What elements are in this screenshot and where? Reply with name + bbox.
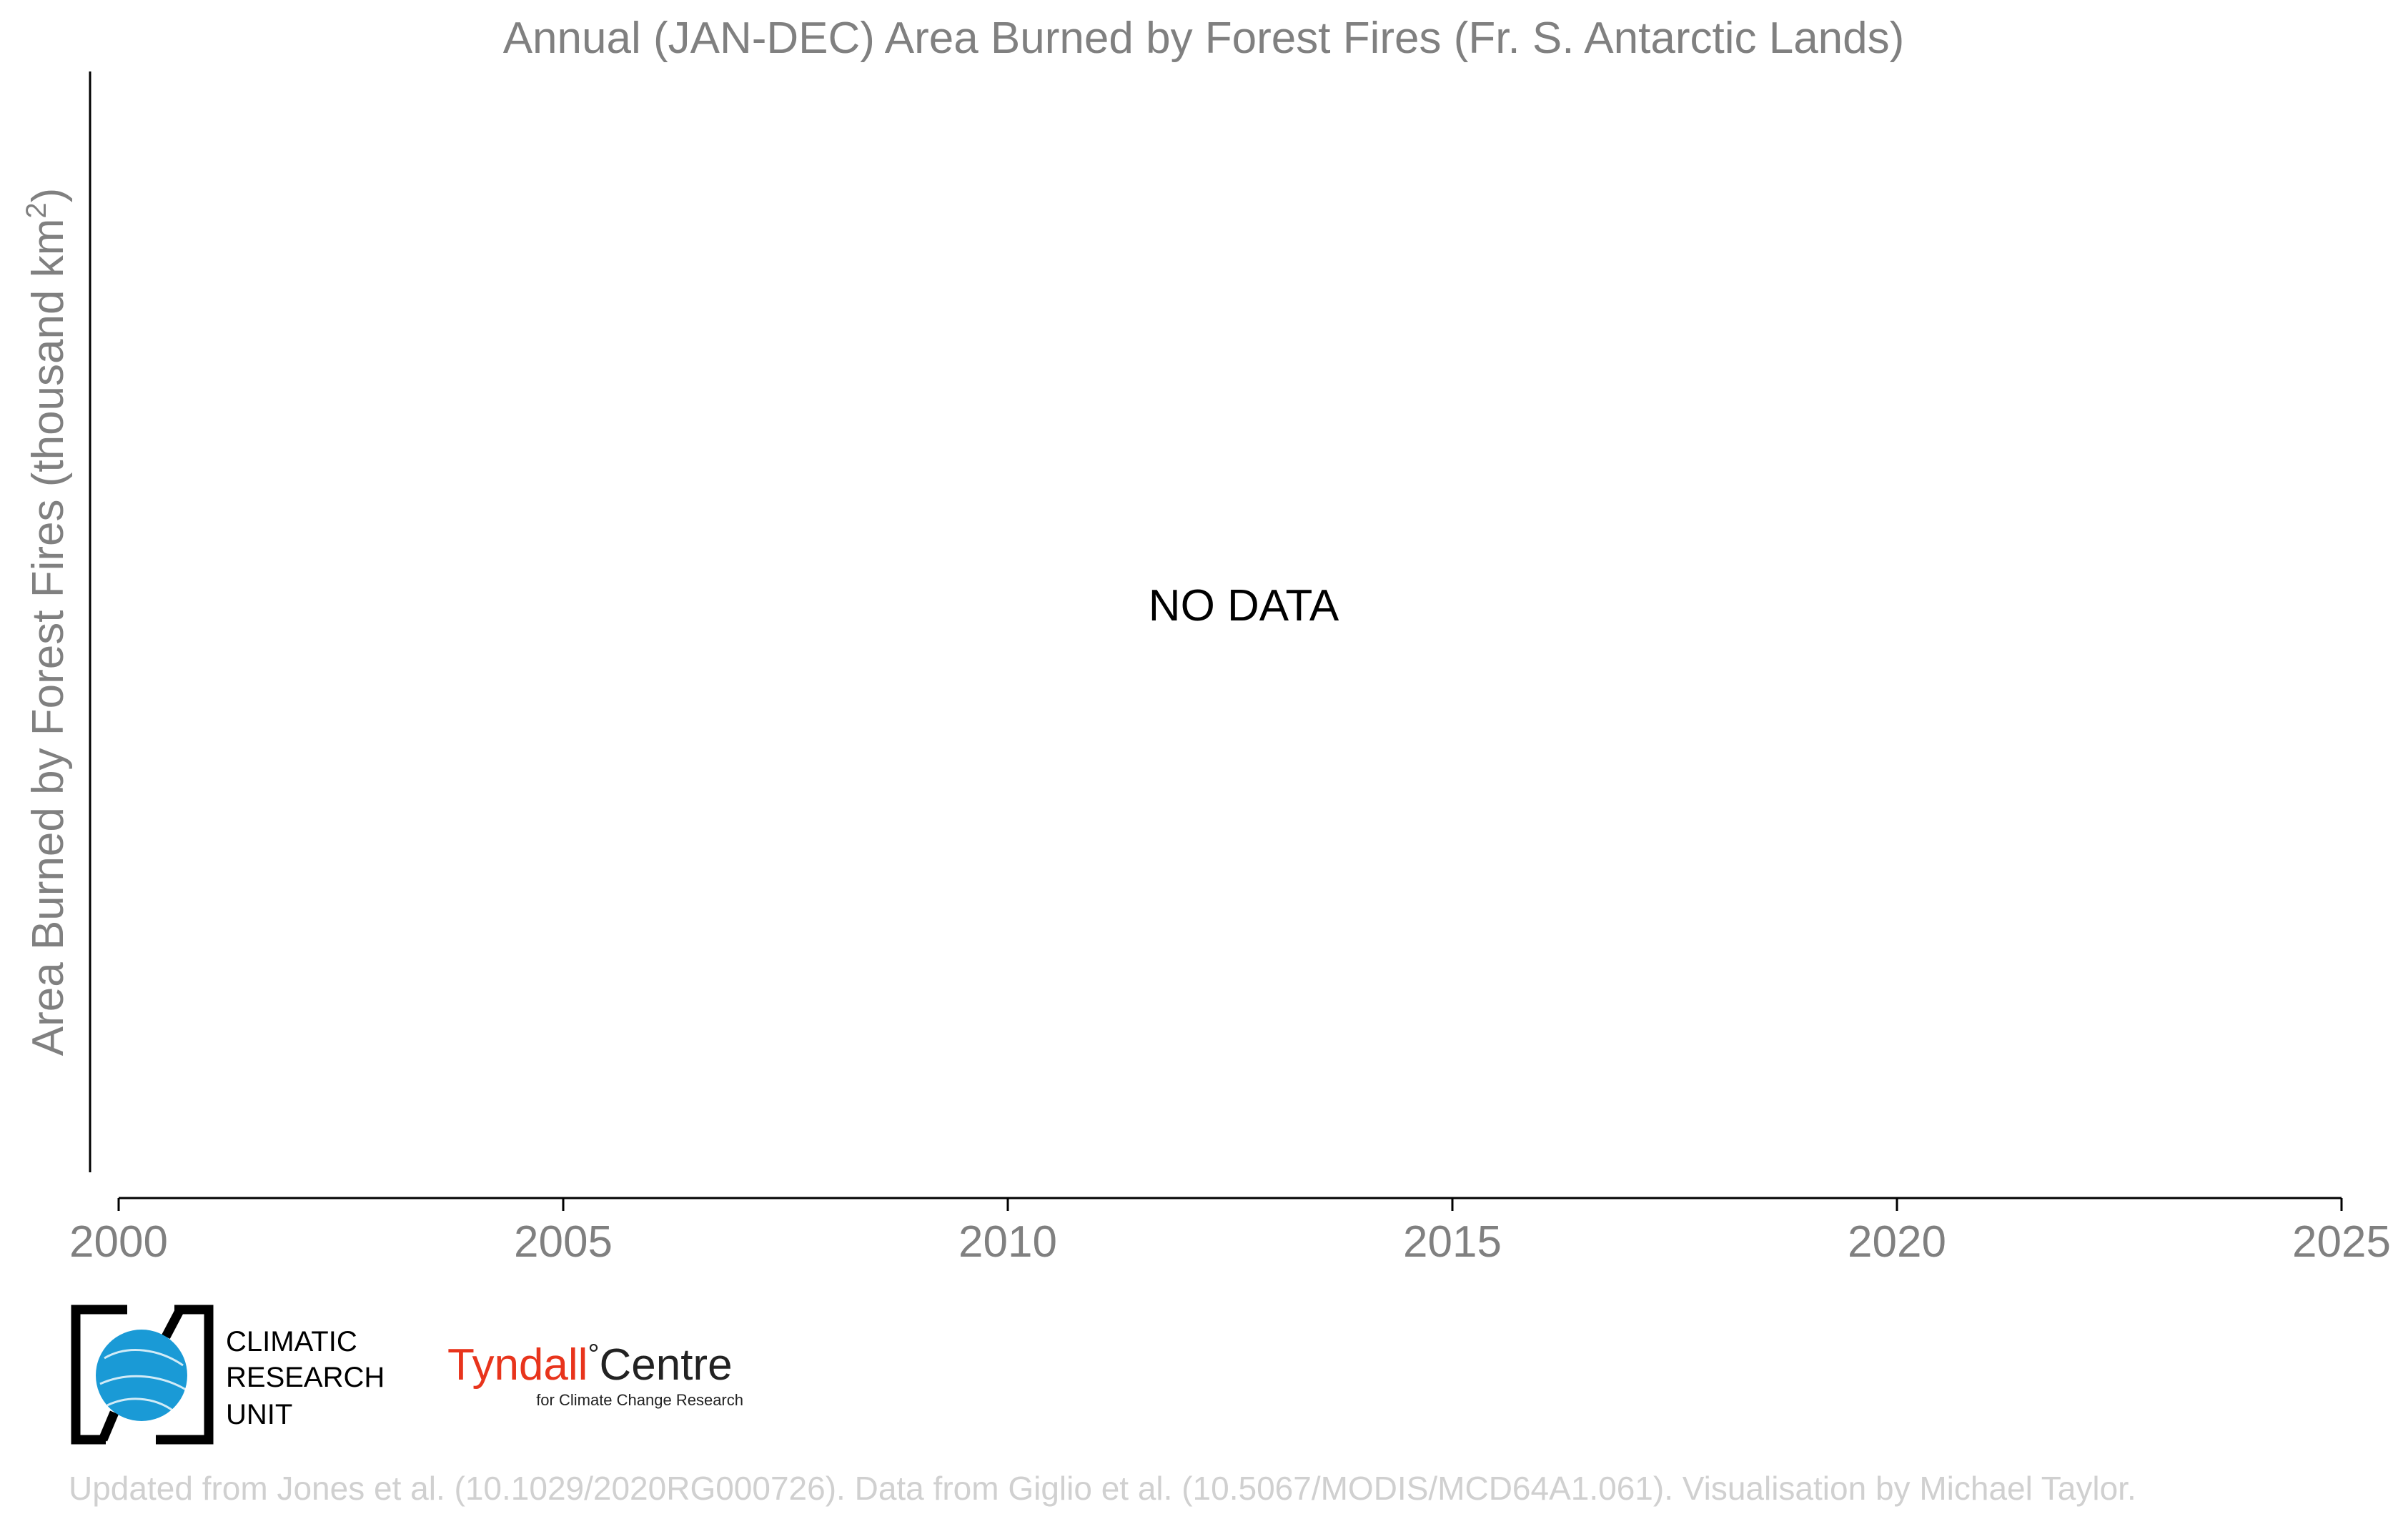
cru-line1: CLIMATIC [226,1326,357,1357]
x-tick-label: 2005 [514,1217,613,1267]
y-axis-label: Area Burned by Forest Fires (thousand km… [21,188,73,1057]
y-axis-label-sup: 2 [21,202,52,218]
x-axis-ticks: 2000 2005 2010 2015 2020 2025 [69,1198,2391,1267]
x-tick-label: 2015 [1403,1217,1502,1267]
cru-line2: RESEARCH [226,1362,385,1393]
x-tick-label: 2000 [69,1217,168,1267]
cru-slash-top [162,1307,184,1340]
tyndall-subtitle: for Climate Change Research [536,1391,743,1409]
x-tick-label: 2010 [958,1217,1057,1267]
x-tick-label: 2020 [1848,1217,1946,1267]
tyndall-degree: ° [588,1339,599,1370]
cru-bracket-right [156,1305,214,1445]
no-data-annotation: NO DATA [1149,581,1339,630]
y-axis-label-end: ) [24,188,73,203]
cru-logo: CLIMATIC RESEARCH UNIT [71,1305,385,1445]
credits-text: Updated from Jones et al. (10.1029/2020R… [69,1470,2136,1507]
tyndall-name: Tyndall [447,1340,588,1390]
x-tick-label: 2025 [2292,1217,2391,1267]
cru-slash-bottom [99,1410,119,1442]
cru-bracket-left [71,1305,127,1445]
tyndall-logo: Tyndall°Centre for Climate Change Resear… [447,1339,743,1409]
tyndall-wordmark: Tyndall°Centre [447,1339,733,1390]
cru-globe-lines [99,1349,187,1415]
y-axis-label-main: Area Burned by Forest Fires (thousand km [24,219,73,1057]
tyndall-centre: Centre [599,1340,732,1390]
cru-line3: UNIT [226,1399,292,1430]
chart-title: Annual (JAN-DEC) Area Burned by Forest F… [503,14,1905,63]
